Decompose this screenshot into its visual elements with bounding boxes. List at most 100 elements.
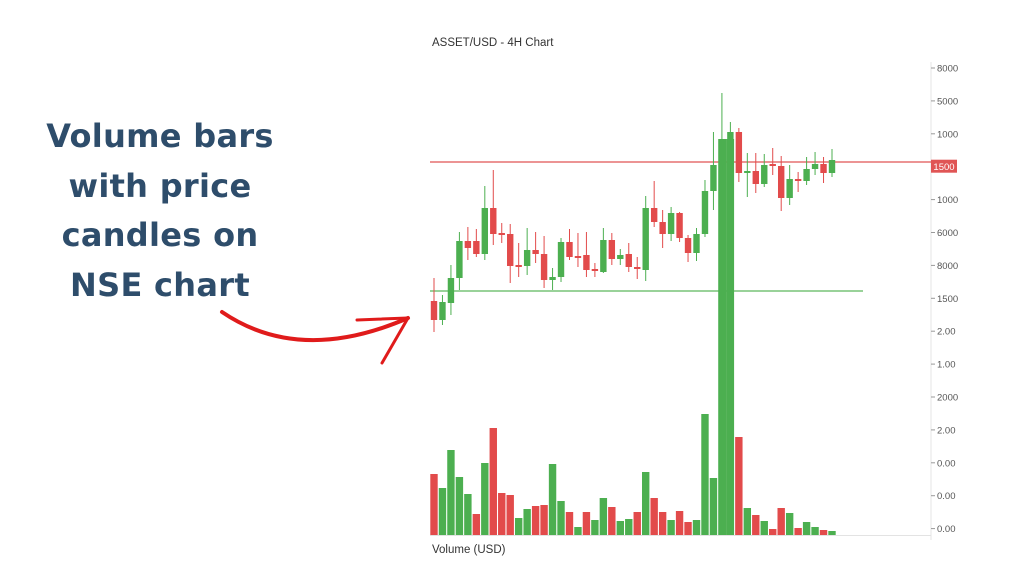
candle: [684, 235, 692, 262]
candle-body: [515, 265, 522, 267]
candle-body: [549, 277, 556, 280]
volume-bar: [464, 494, 472, 535]
candle-body: [710, 165, 717, 191]
volume-bar: [481, 463, 489, 535]
volume-bar: [684, 522, 692, 535]
candle: [786, 165, 793, 205]
candle: [642, 196, 649, 281]
candle: [566, 229, 573, 260]
candle-body: [481, 208, 489, 254]
volume-bar: [667, 520, 675, 535]
volume-bar: [498, 493, 506, 535]
candle-body: [735, 132, 743, 173]
y-tick-label: 1500: [933, 162, 954, 173]
candle: [557, 238, 565, 282]
price-badge: [931, 159, 957, 173]
volume-bar: [794, 528, 802, 535]
candle: [540, 236, 548, 288]
candle-body: [566, 242, 573, 257]
candle: [523, 228, 531, 275]
candle: [591, 263, 599, 277]
volume-bar: [718, 139, 727, 535]
candle-body: [693, 234, 700, 253]
candle: [625, 243, 632, 272]
volume-bar: [447, 450, 455, 535]
candle-body: [752, 171, 759, 184]
candle: [735, 128, 743, 182]
candle-body: [803, 169, 810, 181]
candle-body: [498, 233, 505, 235]
volume-bar: [625, 519, 633, 535]
candle-body: [811, 164, 819, 169]
candle-body: [540, 254, 548, 280]
y-tick-label: 1.00: [937, 360, 956, 371]
candle: [744, 153, 751, 197]
candle: [718, 93, 726, 170]
caption-line: NSE chart: [70, 265, 250, 304]
volume-bar: [735, 437, 743, 535]
volume-bar: [548, 464, 557, 535]
candle-body: [583, 255, 590, 270]
volume-bar: [828, 531, 836, 535]
candle: [464, 227, 472, 260]
volume-bar: [489, 428, 497, 535]
y-tick-label: 8000: [937, 261, 958, 272]
volume-bar: [557, 501, 565, 535]
volume-bar: [506, 495, 514, 535]
candle: [634, 257, 641, 279]
volume-bar: [599, 498, 608, 535]
candle: [701, 180, 709, 237]
candle-body: [600, 240, 607, 272]
candle-body: [794, 179, 802, 181]
candle: [600, 228, 607, 273]
volume-bar: [438, 488, 447, 535]
candle: [667, 207, 675, 241]
volume-bar: [709, 478, 718, 535]
volume-bar: [692, 520, 701, 535]
candle: [803, 157, 810, 185]
candle-body: [650, 208, 658, 222]
candle: [693, 228, 700, 261]
candle: [710, 132, 717, 210]
candle-body: [507, 234, 514, 266]
candle: [515, 243, 522, 277]
y-tick-label: 0.00: [937, 524, 956, 535]
candle-body: [642, 208, 649, 270]
candle-body: [625, 254, 632, 267]
candle: [820, 157, 827, 183]
volume-bar: [574, 527, 582, 535]
candle-body: [439, 302, 446, 320]
volume-bar: [785, 513, 794, 535]
caption-line: with price: [68, 166, 252, 205]
candle-body: [744, 171, 751, 173]
candle: [473, 229, 480, 257]
caption-line: candles on: [61, 216, 259, 254]
candle: [498, 223, 505, 243]
y-tick-label: 8000: [937, 64, 958, 75]
candle-body: [464, 241, 472, 248]
volume-bar: [531, 506, 540, 535]
volume-bar: [514, 518, 523, 535]
y-tick-label: 2.00: [937, 425, 956, 436]
volume-bar: [455, 477, 464, 535]
candle: [574, 233, 582, 267]
candle: [439, 295, 446, 325]
volume-bar: [540, 505, 548, 535]
volume-bar: [582, 512, 591, 535]
candle-body: [574, 256, 582, 258]
candle-body: [777, 166, 785, 198]
candle: [811, 152, 819, 175]
volume-bar: [760, 521, 768, 535]
arrow-head: [355, 316, 410, 365]
volume-bar: [701, 414, 709, 535]
volume-label: Volume (USD): [432, 544, 506, 556]
y-tick-label: 5000: [937, 96, 958, 107]
candle: [481, 186, 489, 260]
candle-body: [634, 267, 641, 269]
chart-title: ASSET/USD - 4H Chart: [432, 37, 554, 49]
candle-body: [769, 164, 776, 166]
volume-bar: [472, 514, 481, 535]
volume-bar: [565, 512, 574, 535]
candle: [490, 170, 497, 245]
candle: [447, 265, 455, 315]
